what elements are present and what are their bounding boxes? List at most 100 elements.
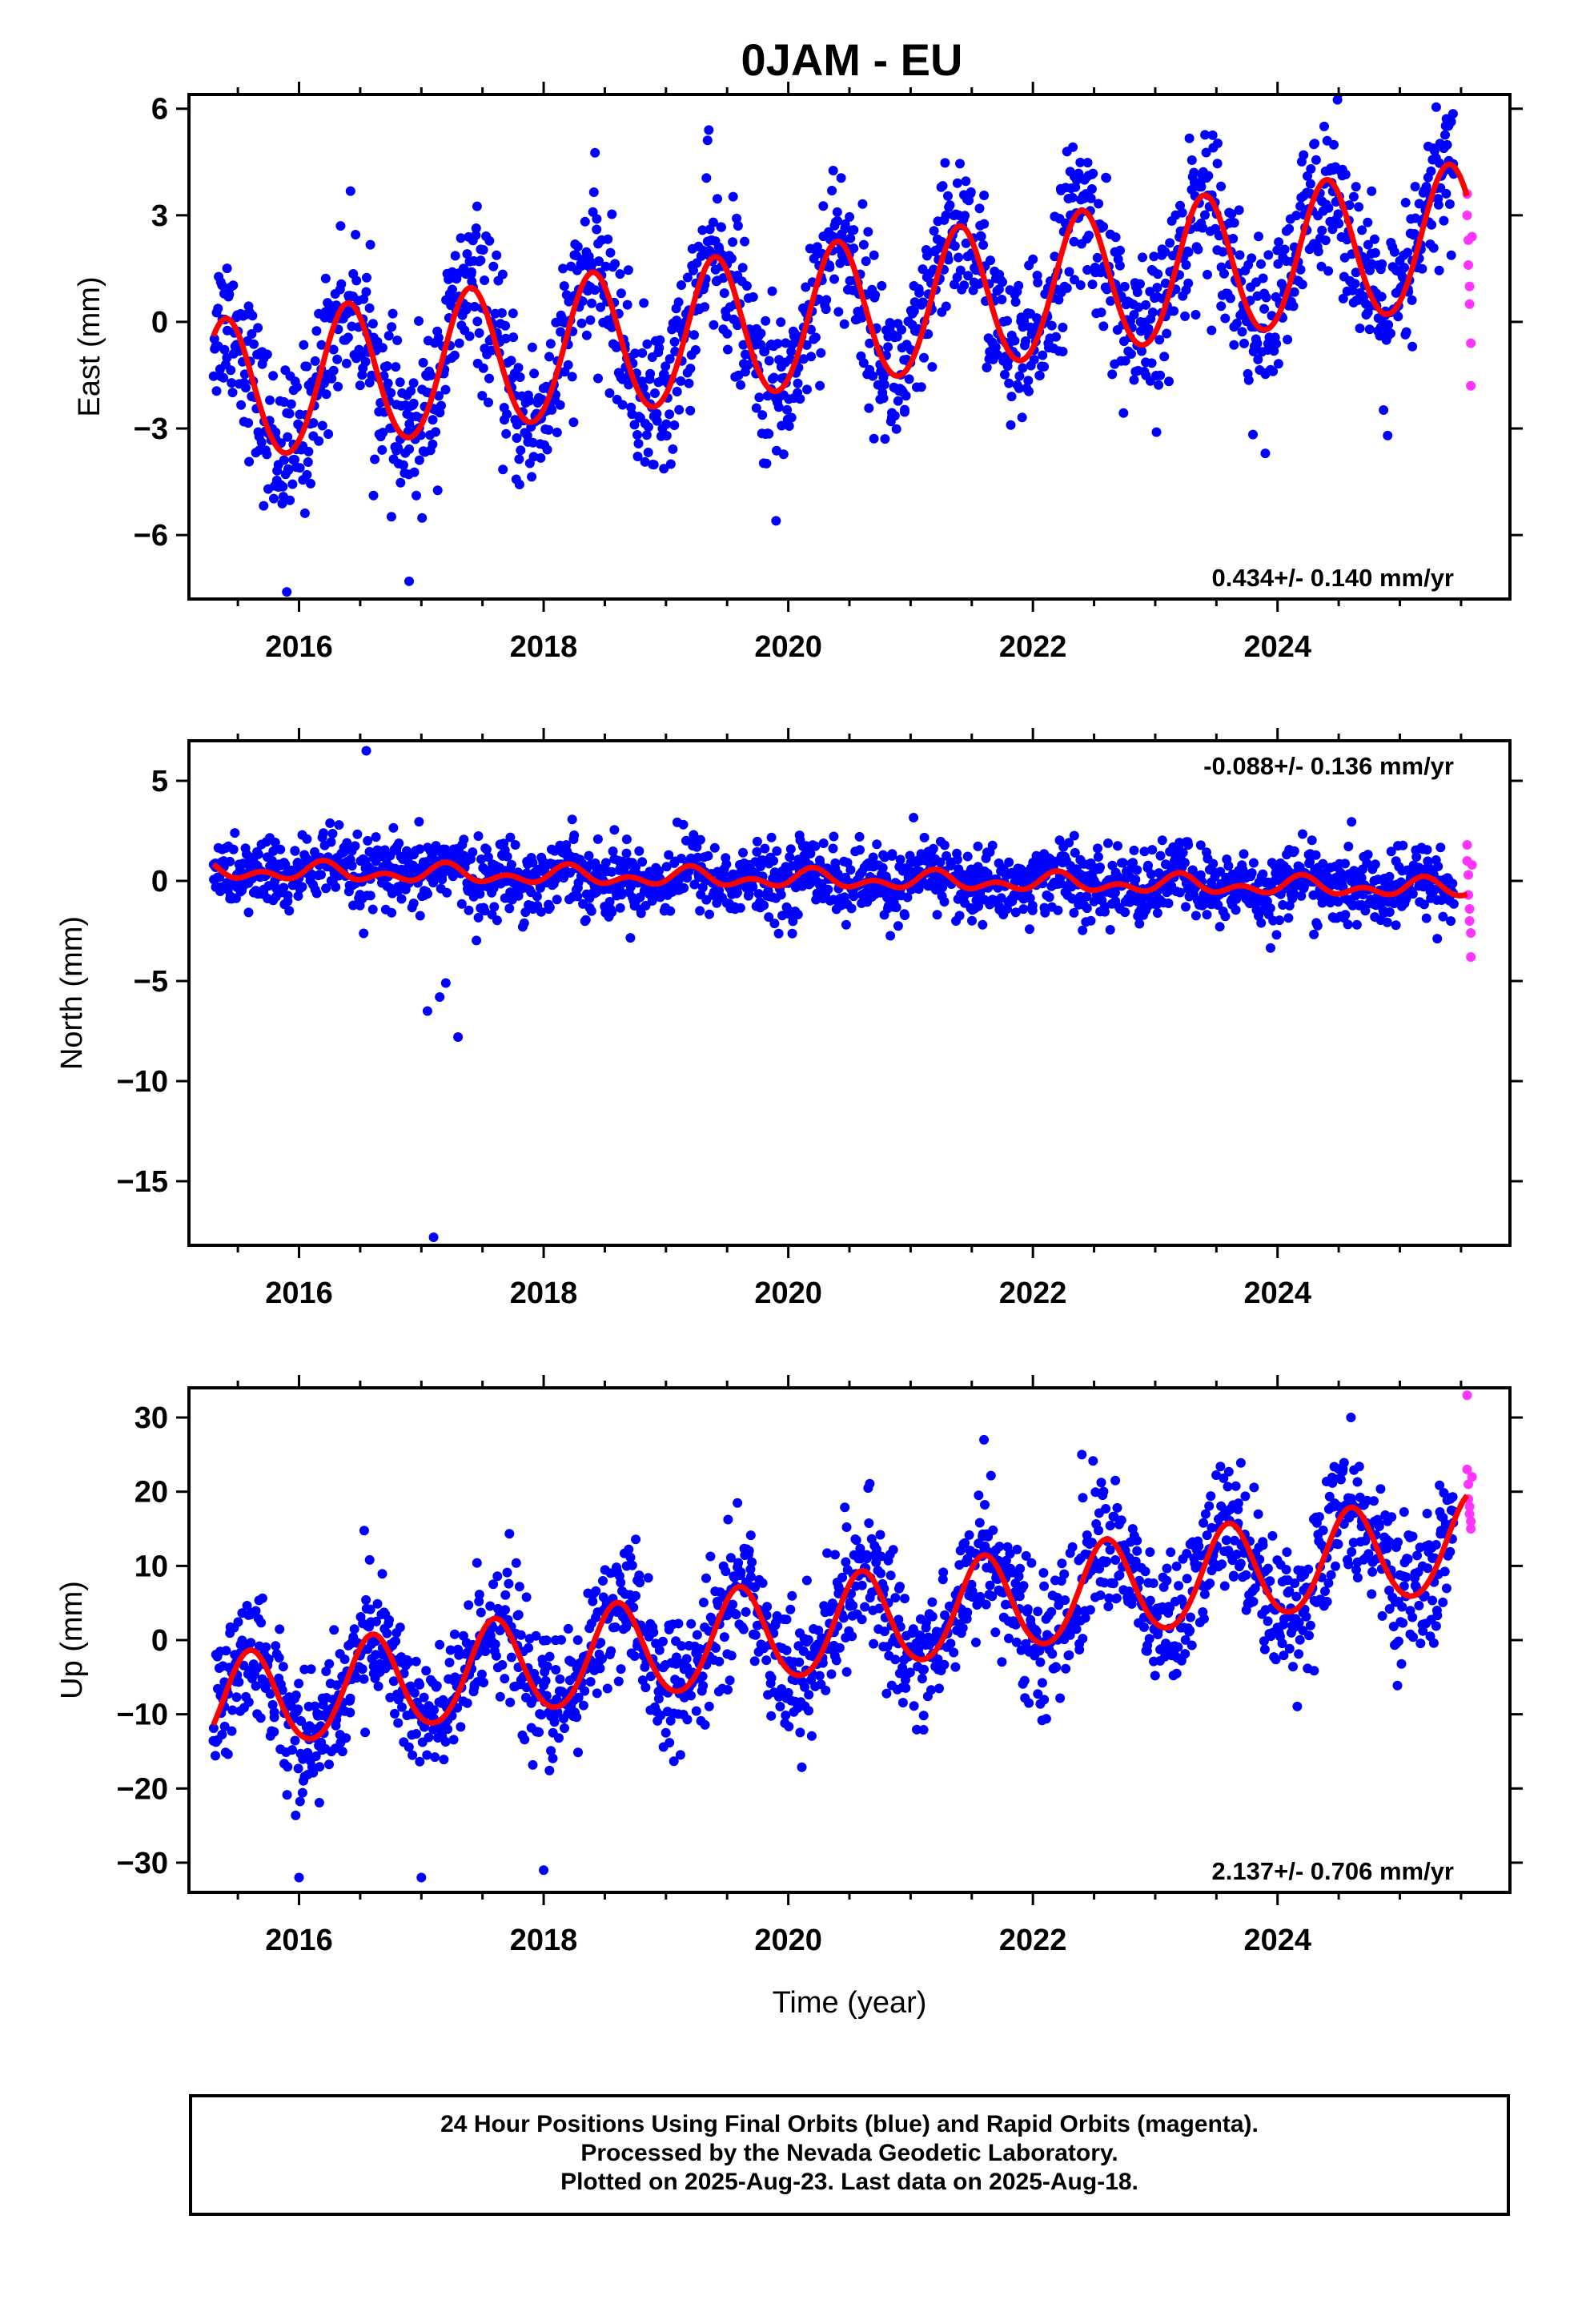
final-orbit-point — [665, 1715, 676, 1726]
final-orbit-point — [778, 449, 789, 460]
final-orbit-point — [290, 1735, 300, 1746]
final-orbit-point — [810, 841, 821, 851]
final-orbit-point — [744, 1546, 754, 1556]
final-orbit-point — [302, 361, 312, 372]
final-orbit-point — [484, 235, 495, 246]
final-orbit-point — [952, 178, 962, 188]
final-orbit-point — [738, 340, 749, 350]
final-orbit-point — [847, 1631, 857, 1642]
final-orbit-point — [303, 457, 313, 467]
final-orbit-point — [935, 857, 946, 867]
final-orbit-point — [442, 887, 452, 898]
final-orbit-point — [240, 383, 251, 393]
final-orbit-point — [1414, 199, 1424, 209]
y-tick-label: 3 — [151, 199, 168, 233]
final-orbit-point — [462, 1698, 472, 1708]
final-orbit-point — [563, 360, 573, 370]
final-orbit-point — [643, 1573, 653, 1583]
data-points — [208, 746, 1477, 1242]
final-orbit-point — [901, 1683, 911, 1693]
final-orbit-point — [291, 1810, 301, 1820]
final-orbit-point — [1231, 905, 1241, 915]
final-orbit-point — [818, 201, 829, 211]
final-orbit-point — [211, 1751, 220, 1761]
final-orbit-point — [277, 1685, 287, 1695]
final-orbit-point — [857, 1614, 867, 1625]
final-orbit-point — [974, 203, 985, 214]
final-orbit-point — [685, 405, 696, 416]
final-orbit-point — [1340, 858, 1350, 869]
final-orbit-point — [1409, 229, 1419, 239]
final-orbit-point — [403, 426, 413, 436]
final-orbit-point — [476, 1669, 487, 1679]
final-orbit-point — [555, 400, 565, 410]
final-orbit-point — [496, 308, 507, 318]
final-orbit-point — [1263, 250, 1274, 260]
final-orbit-point — [872, 839, 882, 850]
x-tick-label: 2018 — [510, 1277, 578, 1310]
final-orbit-point — [383, 378, 393, 388]
final-orbit-point — [1219, 268, 1229, 279]
final-orbit-point — [1289, 889, 1299, 899]
final-orbit-point — [950, 1662, 961, 1672]
final-orbit-point — [1258, 869, 1268, 879]
final-orbit-point — [1327, 224, 1338, 235]
final-orbit-point — [665, 354, 675, 364]
final-orbit-point — [1298, 829, 1307, 839]
final-orbit-point — [514, 480, 524, 489]
final-orbit-point — [801, 1575, 812, 1586]
final-orbit-point — [1147, 308, 1158, 317]
final-orbit-point — [275, 1624, 285, 1634]
final-orbit-point — [976, 231, 986, 242]
final-orbit-point — [440, 978, 451, 988]
final-orbit-point — [1110, 232, 1121, 243]
final-orbit-point — [919, 352, 929, 363]
final-orbit-point — [986, 1470, 996, 1481]
final-orbit-point — [604, 897, 615, 907]
final-orbit-point — [372, 1598, 383, 1609]
final-orbit-point — [1237, 327, 1247, 337]
final-orbit-point — [900, 1594, 909, 1604]
final-orbit-point — [654, 343, 665, 353]
final-orbit-point — [1034, 371, 1045, 380]
final-orbit-point — [698, 1598, 709, 1607]
final-orbit-point — [841, 1557, 851, 1567]
final-orbit-point — [989, 895, 999, 906]
final-orbit-point — [1411, 213, 1420, 223]
final-orbit-point — [615, 269, 625, 279]
final-orbit-point — [1360, 906, 1371, 916]
final-orbit-point — [871, 1544, 881, 1554]
final-orbit-point — [1295, 201, 1306, 211]
final-orbit-point — [766, 1711, 777, 1721]
final-orbit-point — [738, 847, 748, 858]
final-orbit-point — [1253, 354, 1263, 364]
final-orbit-point — [1235, 250, 1245, 260]
final-orbit-point — [736, 380, 746, 390]
final-orbit-point — [1067, 192, 1078, 203]
final-orbit-point — [428, 439, 438, 449]
final-orbit-point — [231, 1692, 242, 1703]
final-orbit-point — [1359, 292, 1369, 302]
final-orbit-point — [787, 928, 797, 939]
final-orbit-point — [737, 263, 748, 273]
final-orbit-point — [504, 1578, 514, 1589]
final-orbit-point — [655, 335, 665, 345]
final-orbit-point — [1318, 858, 1328, 869]
final-orbit-point — [1354, 202, 1364, 212]
final-orbit-point — [658, 1636, 668, 1647]
final-orbit-point — [483, 852, 493, 862]
final-orbit-point — [253, 849, 263, 859]
final-orbit-point — [284, 408, 295, 419]
final-orbit-point — [1433, 199, 1443, 210]
final-orbit-point — [219, 372, 229, 383]
final-orbit-point — [684, 378, 694, 388]
final-orbit-point — [316, 340, 327, 350]
final-orbit-point — [430, 1752, 440, 1763]
final-orbit-point — [938, 1574, 948, 1585]
final-orbit-point — [1198, 223, 1208, 233]
final-orbit-point — [1053, 905, 1063, 915]
final-orbit-point — [271, 1641, 281, 1651]
final-orbit-point — [386, 512, 396, 522]
final-orbit-point — [864, 1518, 874, 1528]
final-orbit-point — [1428, 243, 1439, 253]
